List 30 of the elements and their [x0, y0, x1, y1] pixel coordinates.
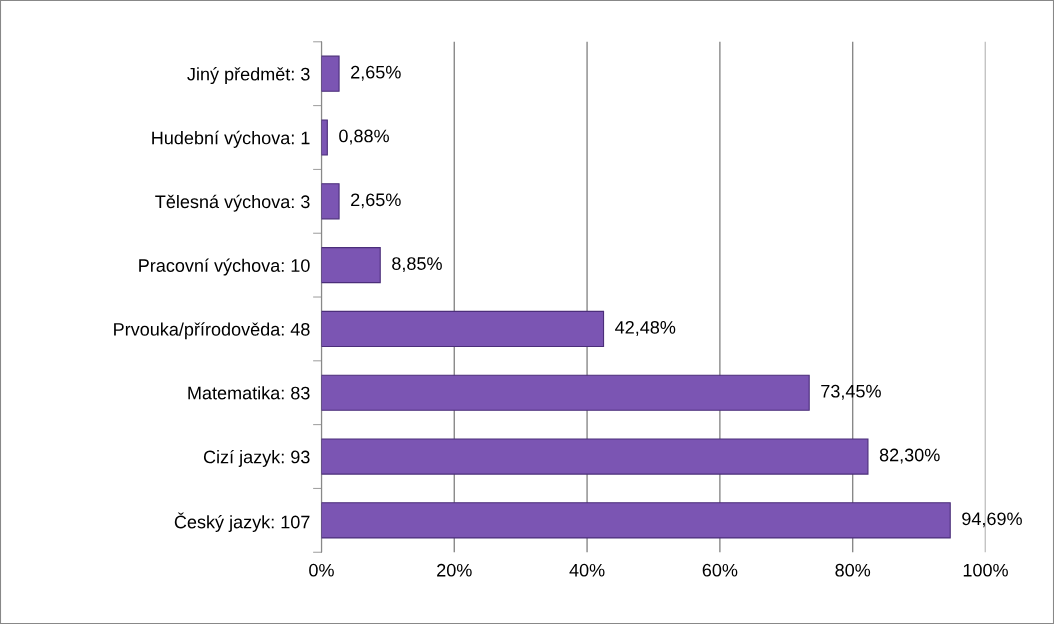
y-tick-label: Hudební výchova: 1 — [152, 130, 310, 148]
y-tick-label: Prvouka/přírodověda: 48 — [114, 322, 310, 340]
data-label: 0,88% — [339, 129, 389, 145]
x-tick-label: 40% — [569, 563, 605, 577]
bar — [321, 247, 381, 284]
bar — [321, 310, 605, 348]
data-label: 8,85% — [392, 257, 442, 273]
x-tick-label: 0% — [309, 563, 334, 577]
x-tick-label: 60% — [702, 563, 738, 577]
y-tick-label: Tělesná výchova: 3 — [155, 194, 310, 212]
bar — [321, 119, 328, 156]
bar — [321, 55, 340, 92]
data-label: 2,65% — [351, 65, 401, 81]
x-tick-label: 20% — [437, 563, 472, 577]
data-label: 42,48% — [615, 320, 676, 336]
y-tick-label: Pracovní výchova: 10 — [139, 258, 310, 276]
y-tick-label: Cizí jazyk: 93 — [203, 449, 310, 467]
x-tick-label: 80% — [835, 563, 871, 577]
data-label: 2,65% — [351, 193, 401, 209]
data-label: 94,69% — [962, 512, 1022, 528]
bar — [321, 183, 340, 220]
data-label: 73,45% — [821, 384, 881, 400]
x-tick-label: 100% — [963, 563, 1008, 577]
y-tick-label: Jiný předmět: 3 — [187, 67, 310, 85]
bar — [321, 374, 810, 411]
data-label: 82,30% — [879, 448, 940, 464]
y-tick-label: Český jazyk: 107 — [174, 512, 310, 532]
y-tick-label: Matematika: 83 — [188, 386, 310, 400]
bar — [321, 502, 951, 539]
bar — [321, 438, 869, 475]
